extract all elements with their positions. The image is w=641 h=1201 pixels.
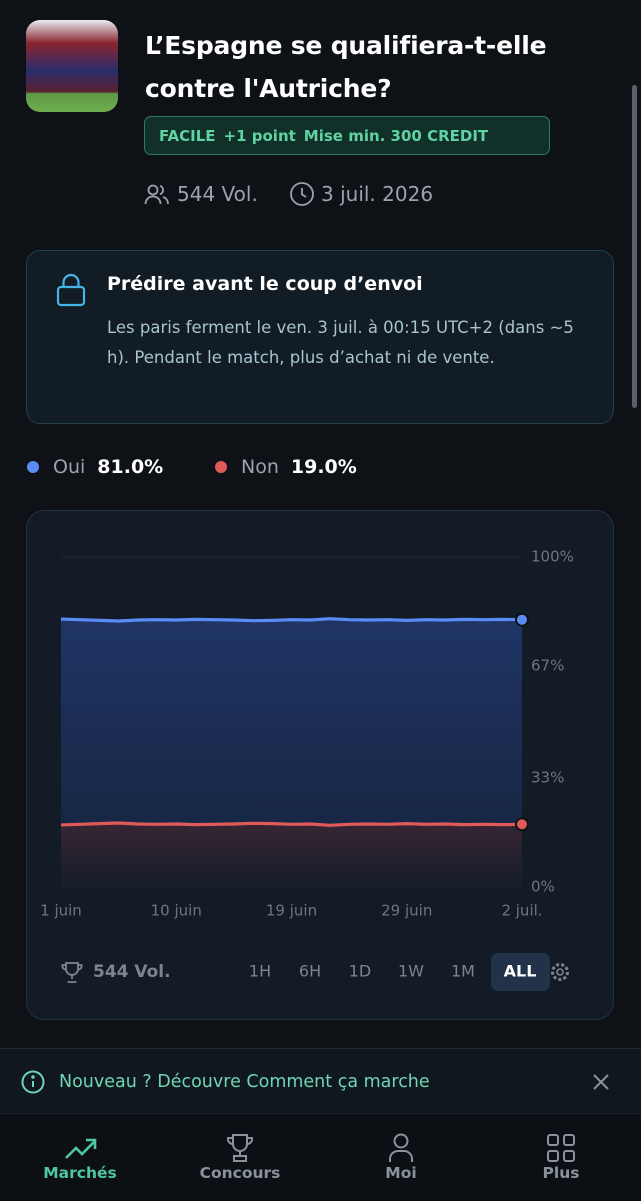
bottom-nav: Marchés Concours Moi Plus [0,1113,641,1201]
nav-icon[interactable] [224,1132,256,1164]
series-line [60,617,523,623]
x-tick-label: 10 juin [151,902,202,920]
x-tick-label: 19 juin [266,902,317,920]
y-tick-label: 67% [531,656,564,674]
area [61,618,522,887]
range-button[interactable]: 1M [451,962,475,981]
notice-title: Prédire avant le coup d’envoi [107,273,423,295]
chart-card: 544 Vol. 0% 33% 67% 100% 1 juin 10 juin 19 jui… [26,510,614,1020]
chart: 544 Vol. 0% 33% 67% 100% 1 juin 10 juin 19 jui… [40,548,574,991]
legend-item: Oui 81.0% [27,454,163,480]
legend-item: Non 19.0% [215,454,357,480]
clock-icon [290,182,314,206]
nav-label[interactable]: Plus [542,1164,580,1182]
legend-dot [215,461,227,473]
legend-name: Non [241,456,279,478]
nav-label[interactable]: Marchés [43,1164,117,1182]
notice: Prédire avant le coup d’envoi Les paris … [26,250,614,424]
nav-icon[interactable] [546,1133,576,1163]
date: 3 juil. 2026 [321,182,434,206]
end-point [515,817,529,832]
x-tick-label: 1 juin [40,902,82,920]
range-button[interactable]: 6H [299,962,321,981]
chart-volume: 544 Vol. [93,962,171,982]
level: FACILE [159,126,216,145]
market-title: L’Espagne se qualifiera-t-elle contre l'… [145,31,547,103]
banner-text[interactable]: Nouveau ? Découvre Comment ça marche [59,1072,430,1092]
nav-icon[interactable] [64,1136,98,1162]
settings-icon[interactable] [551,963,569,981]
points: +1 point [223,126,296,145]
range-button[interactable]: 1W [398,962,424,981]
y-tick-label: 33% [531,769,564,787]
legend-dot [27,461,39,473]
legend-value: 19.0% [290,456,357,478]
banner[interactable]: Nouveau ? Découvre Comment ça marche [0,1048,641,1114]
range-button[interactable]: ALL [504,962,537,981]
lock-icon [56,273,86,307]
scrollbar [632,85,637,408]
nav-label[interactable]: Concours [199,1164,281,1182]
min-bet: Mise min. 300 CREDIT [303,126,489,145]
notice-text: Les paris ferment le ven. 3 juil. à 00:1… [107,318,574,367]
badge: FACILE +1 point Mise min. 300 CREDIT [144,116,550,155]
x-tick-label: 29 juin [381,902,432,920]
info-icon [21,1070,45,1094]
range-active [491,953,550,991]
legend-name: Oui [53,456,86,478]
volume: 544 Vol. [177,182,258,206]
series-line [60,821,523,827]
range-button[interactable]: 1H [249,962,271,981]
nav-icon[interactable] [387,1132,415,1164]
range-button[interactable]: 1D [349,962,372,981]
close-icon[interactable] [592,1073,610,1091]
y-tick-label: 100% [531,548,574,566]
trophy-icon [61,962,83,983]
market-image [26,20,118,112]
area [61,822,522,887]
x-tick-label: 2 juil. [501,902,542,920]
nav-label[interactable]: Moi [385,1164,417,1182]
y-tick-label: 0% [531,878,555,896]
people-icon [144,184,169,205]
end-point [515,612,529,627]
legend-value: 81.0% [97,456,164,478]
